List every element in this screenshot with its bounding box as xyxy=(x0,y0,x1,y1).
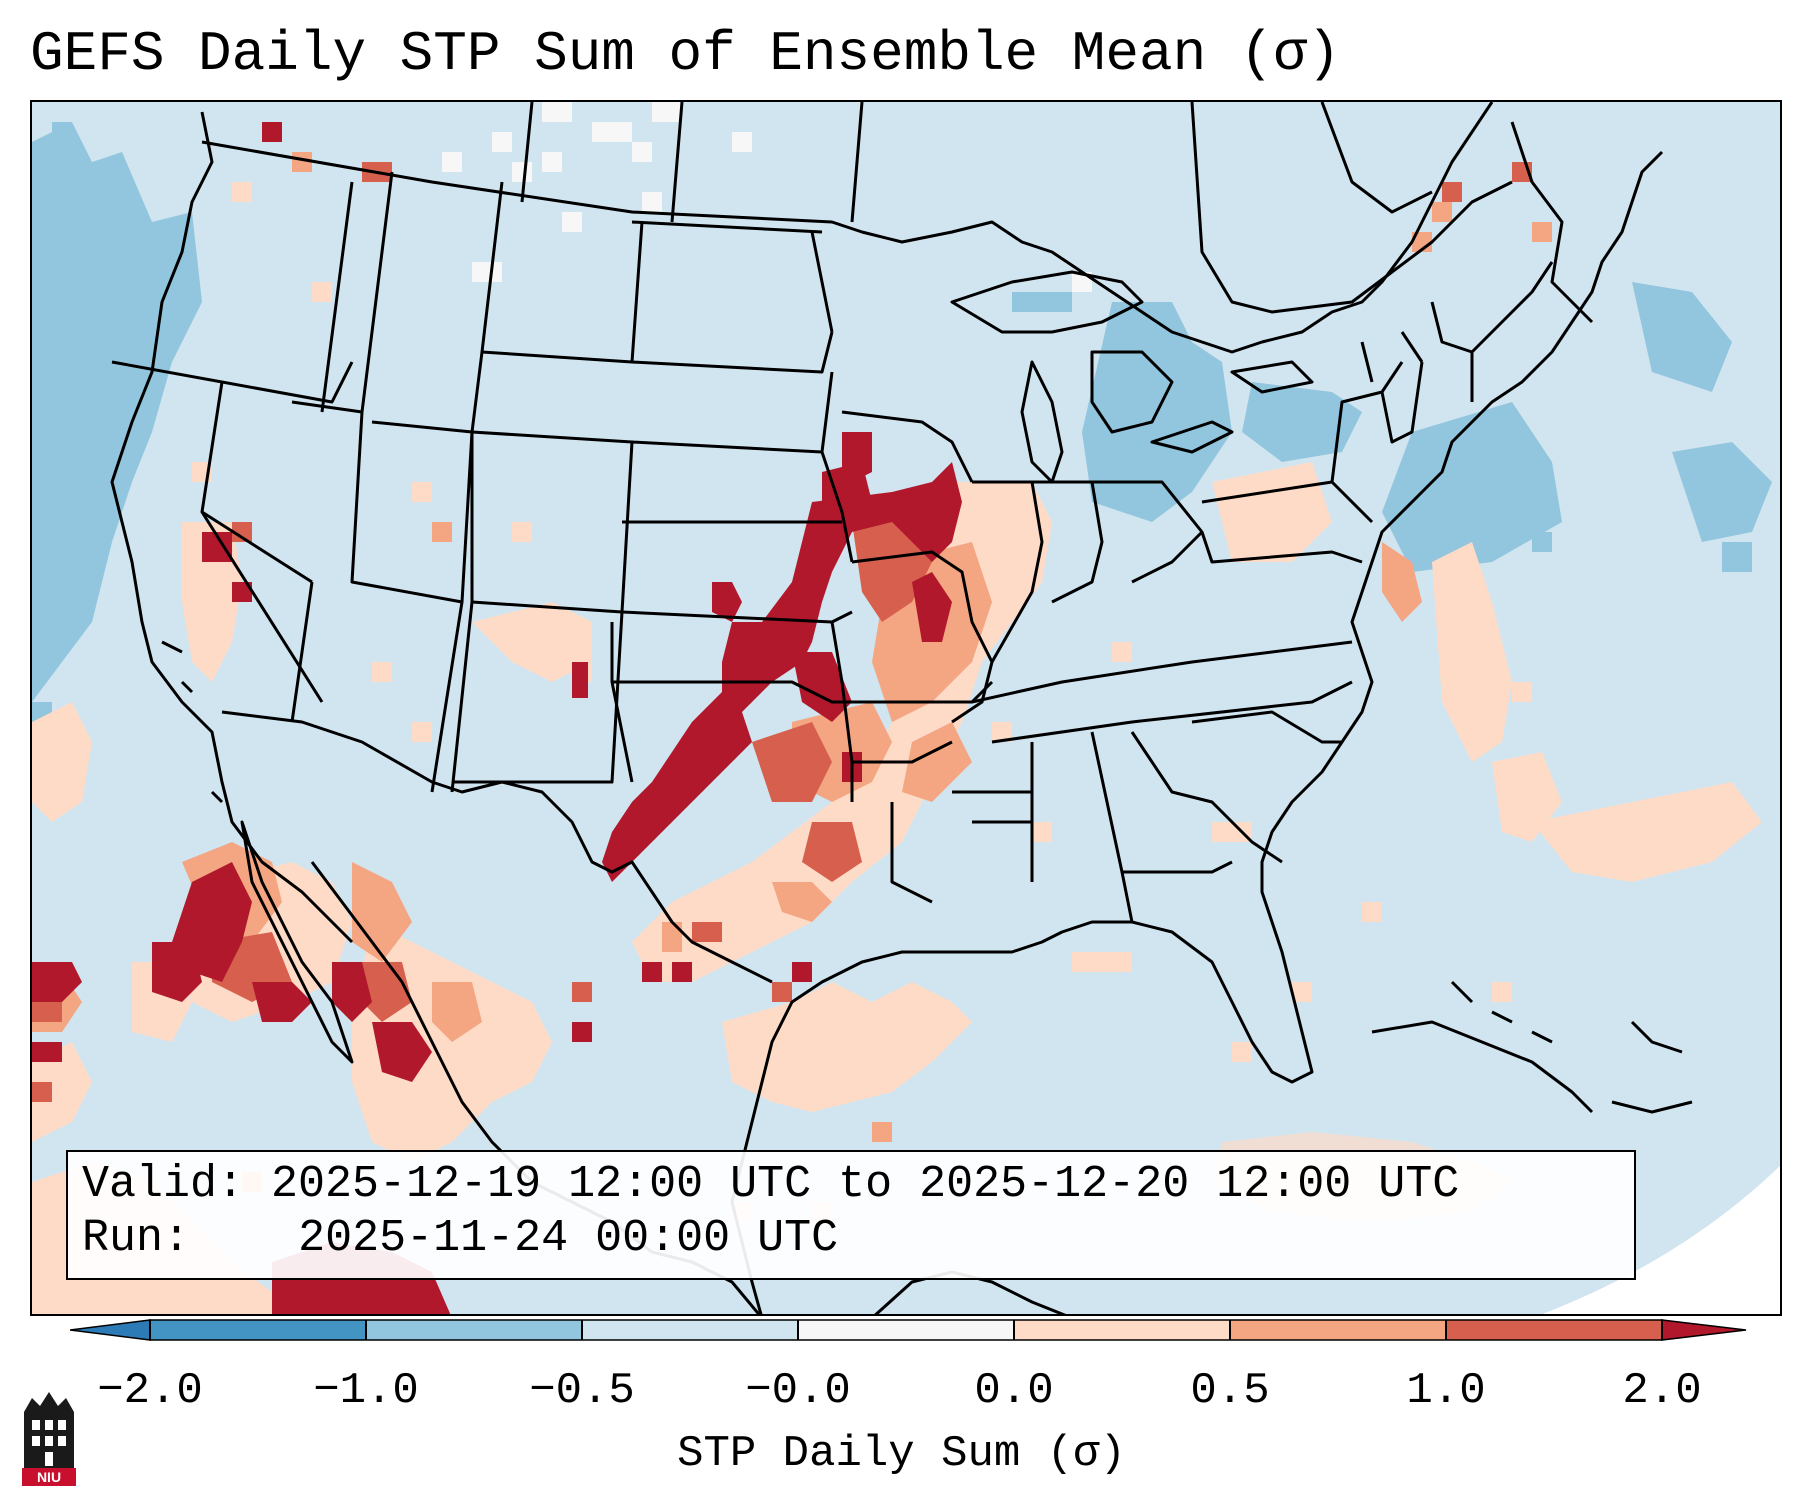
colorbar-bin-7 xyxy=(1446,1320,1662,1340)
colorbar-extend-low xyxy=(70,1319,151,1341)
extreme-positive-cells xyxy=(32,122,962,1314)
lake-huron xyxy=(1090,350,1174,434)
colorbar-tick-3: −0.0 xyxy=(745,1366,851,1416)
run-row: Run: 2025-11-24 00:00 UTC xyxy=(82,1212,1620,1266)
colorbar-bin-5 xyxy=(1014,1320,1230,1340)
canada-border xyxy=(201,102,1494,354)
colorbar-label: STP Daily Sum (σ) xyxy=(677,1429,1126,1479)
colorbar-bin-1 xyxy=(150,1320,366,1340)
lake-erie xyxy=(1150,420,1234,454)
pacific-coastline xyxy=(110,111,354,944)
colorbar-tick-7: 2.0 xyxy=(1622,1366,1702,1416)
map-title: GEFS Daily STP Sum of Ensemble Mean (σ) xyxy=(30,22,1341,86)
colorbar-tick-4: 0.0 xyxy=(974,1366,1054,1416)
run-value: 2025-11-24 00:00 UTC xyxy=(298,1213,839,1264)
valid-label: Valid: xyxy=(82,1159,245,1210)
colorbar-bin-3 xyxy=(582,1320,798,1340)
colorbar-tick-1: −1.0 xyxy=(313,1366,419,1416)
map-panel xyxy=(30,100,1782,1316)
colorbar-tick-0: −2.0 xyxy=(97,1366,203,1416)
colorbar-bin-4 xyxy=(798,1320,1014,1340)
political-boundaries xyxy=(110,102,1693,1314)
baja-coastline xyxy=(240,820,354,1064)
mexico-border xyxy=(221,710,773,984)
map-canvas xyxy=(32,102,1780,1314)
valid-row: Valid: 2025-12-19 12:00 UTC to 2025-12-2… xyxy=(82,1158,1620,1212)
run-label: Run: xyxy=(82,1213,191,1264)
logo-text: NIU xyxy=(37,1469,61,1485)
colorbar-bin-2 xyxy=(366,1320,582,1340)
colorbar-extend-high xyxy=(1661,1319,1747,1341)
colorbar xyxy=(70,1319,1747,1341)
colorbar-bin-6 xyxy=(1230,1320,1446,1340)
colorbar-tick-5: 0.5 xyxy=(1190,1366,1270,1416)
colorbar-tick-2: −0.5 xyxy=(529,1366,635,1416)
lake-superior xyxy=(950,270,1144,334)
negative-anomaly-cells xyxy=(32,122,1772,722)
projection-edge xyxy=(1542,1165,1780,1314)
near-zero-cells xyxy=(442,102,1092,292)
valid-value: 2025-12-19 12:00 UTC to 2025-12-20 12:00… xyxy=(271,1159,1460,1210)
atlantic-gulf-coastline xyxy=(730,150,1664,1314)
colorbar-tick-6: 1.0 xyxy=(1406,1366,1486,1416)
niu-logo-icon: NIU xyxy=(22,1392,76,1486)
lake-ontario xyxy=(1230,360,1314,394)
valid-run-infobox: Valid: 2025-12-19 12:00 UTC to 2025-12-2… xyxy=(66,1150,1636,1280)
